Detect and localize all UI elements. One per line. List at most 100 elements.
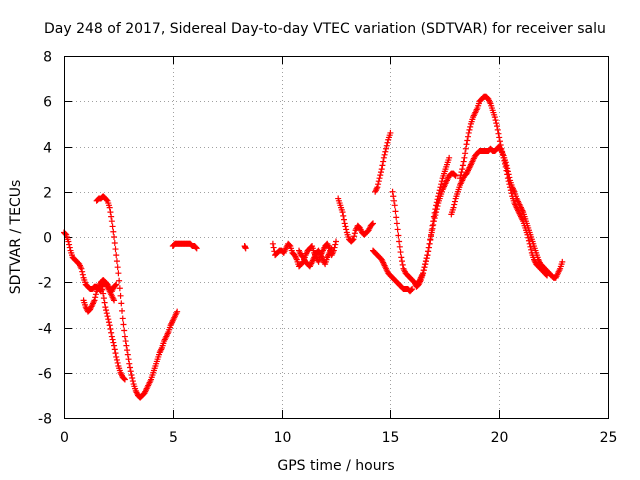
- data-point-marker: [457, 172, 464, 179]
- data-point-marker: [116, 277, 123, 284]
- data-point-marker: [375, 181, 382, 188]
- data-point-marker: [391, 202, 398, 209]
- data-point-marker: [102, 304, 109, 311]
- data-point-marker: [351, 230, 358, 237]
- data-point-marker: [108, 329, 115, 336]
- data-point-marker: [430, 218, 437, 225]
- data-point-marker: [465, 133, 472, 140]
- data-point-marker: [113, 356, 120, 363]
- data-point-marker: [387, 129, 394, 136]
- data-point-marker: [422, 258, 429, 265]
- data-point-marker: [499, 148, 506, 155]
- data-point-marker: [438, 178, 445, 185]
- data-point-marker: [343, 226, 350, 233]
- data-point-marker: [114, 359, 121, 366]
- data-point-marker: [118, 300, 125, 307]
- data-point-marker: [493, 120, 500, 127]
- data-point-marker: [399, 261, 406, 268]
- data-point-marker: [377, 172, 384, 179]
- data-point-marker: [389, 188, 396, 195]
- x-tick-labels: 0 5 10 15 20 25: [60, 430, 617, 446]
- data-point-marker: [504, 175, 511, 182]
- series-arc-l: [389, 154, 453, 290]
- data-point-marker: [342, 223, 349, 230]
- data-point-marker: [458, 169, 465, 176]
- data-point-marker: [497, 141, 504, 148]
- data-point-marker: [103, 197, 110, 204]
- data-point-marker: [427, 237, 434, 244]
- data-point-marker: [110, 339, 117, 346]
- data-point-marker: [79, 268, 86, 275]
- data-point-marker: [504, 171, 511, 178]
- data-point-marker: [332, 241, 339, 248]
- data-point-marker: [446, 154, 453, 161]
- data-point-marker: [124, 347, 131, 354]
- data-point-marker: [428, 233, 435, 240]
- series-arc-b: [80, 276, 120, 315]
- data-point-marker: [396, 238, 403, 245]
- data-point-marker: [111, 297, 118, 304]
- data-point-marker: [91, 297, 98, 304]
- data-point-marker: [421, 264, 428, 271]
- series-arc-n: [448, 143, 566, 281]
- data-point-marker: [350, 236, 357, 243]
- data-point-marker: [466, 126, 473, 133]
- data-point-marker: [242, 245, 249, 252]
- series-arc-o: [457, 93, 551, 279]
- data-point-marker: [66, 244, 73, 251]
- data-point-marker: [112, 282, 119, 289]
- data-point-marker: [113, 258, 120, 265]
- y-tick-label: -6: [38, 367, 52, 383]
- data-point-marker: [108, 333, 115, 340]
- data-point-marker: [376, 175, 383, 182]
- data-point-marker: [451, 198, 458, 205]
- data-point-marker: [494, 126, 501, 133]
- data-point-marker: [374, 184, 381, 191]
- data-point-marker: [429, 225, 436, 232]
- data-point-marker: [127, 368, 134, 375]
- series-arc-m: [413, 170, 459, 288]
- data-point-marker: [378, 166, 385, 173]
- data-point-marker: [117, 292, 124, 299]
- series-arc-d: [97, 279, 128, 383]
- data-point-marker: [460, 158, 467, 165]
- data-point-marker: [111, 342, 118, 349]
- data-point-marker: [121, 375, 128, 382]
- data-point-marker: [425, 248, 432, 255]
- data-point-marker: [420, 270, 427, 277]
- data-point-marker: [79, 271, 86, 278]
- data-point-marker: [462, 145, 469, 152]
- data-point-marker: [328, 245, 335, 252]
- data-point-marker: [544, 272, 551, 279]
- data-point-marker: [396, 243, 403, 250]
- data-point-marker: [408, 286, 415, 293]
- data-point-marker: [111, 234, 118, 240]
- y-tick-label: 6: [43, 95, 52, 111]
- data-point-marker: [409, 286, 416, 293]
- data-point-marker: [129, 378, 136, 385]
- data-point-marker: [524, 231, 531, 238]
- data-point-marker: [121, 376, 128, 383]
- data-point-marker: [383, 145, 390, 152]
- data-point-marker: [399, 258, 406, 265]
- data-point-marker: [506, 181, 513, 188]
- plot-frame: [64, 56, 609, 419]
- data-point-marker: [491, 114, 498, 121]
- data-point-marker: [126, 360, 133, 367]
- x-tick-label: 25: [600, 430, 618, 446]
- data-point-marker: [492, 117, 499, 124]
- data-point-marker: [461, 154, 468, 161]
- data-point-marker: [112, 246, 119, 253]
- data-point-marker: [528, 246, 535, 253]
- data-point-marker: [459, 162, 466, 169]
- data-point-marker: [381, 151, 388, 158]
- data-points: [61, 93, 566, 401]
- data-point-marker: [110, 228, 117, 235]
- data-point-marker: [433, 206, 440, 213]
- y-axis-label: SDTVAR / TECUs: [8, 180, 24, 295]
- data-point-marker: [495, 130, 502, 137]
- data-point-marker: [503, 167, 510, 174]
- data-point-marker: [107, 326, 114, 333]
- x-axis-label: GPS time / hours: [277, 458, 394, 474]
- data-point-marker: [193, 244, 200, 251]
